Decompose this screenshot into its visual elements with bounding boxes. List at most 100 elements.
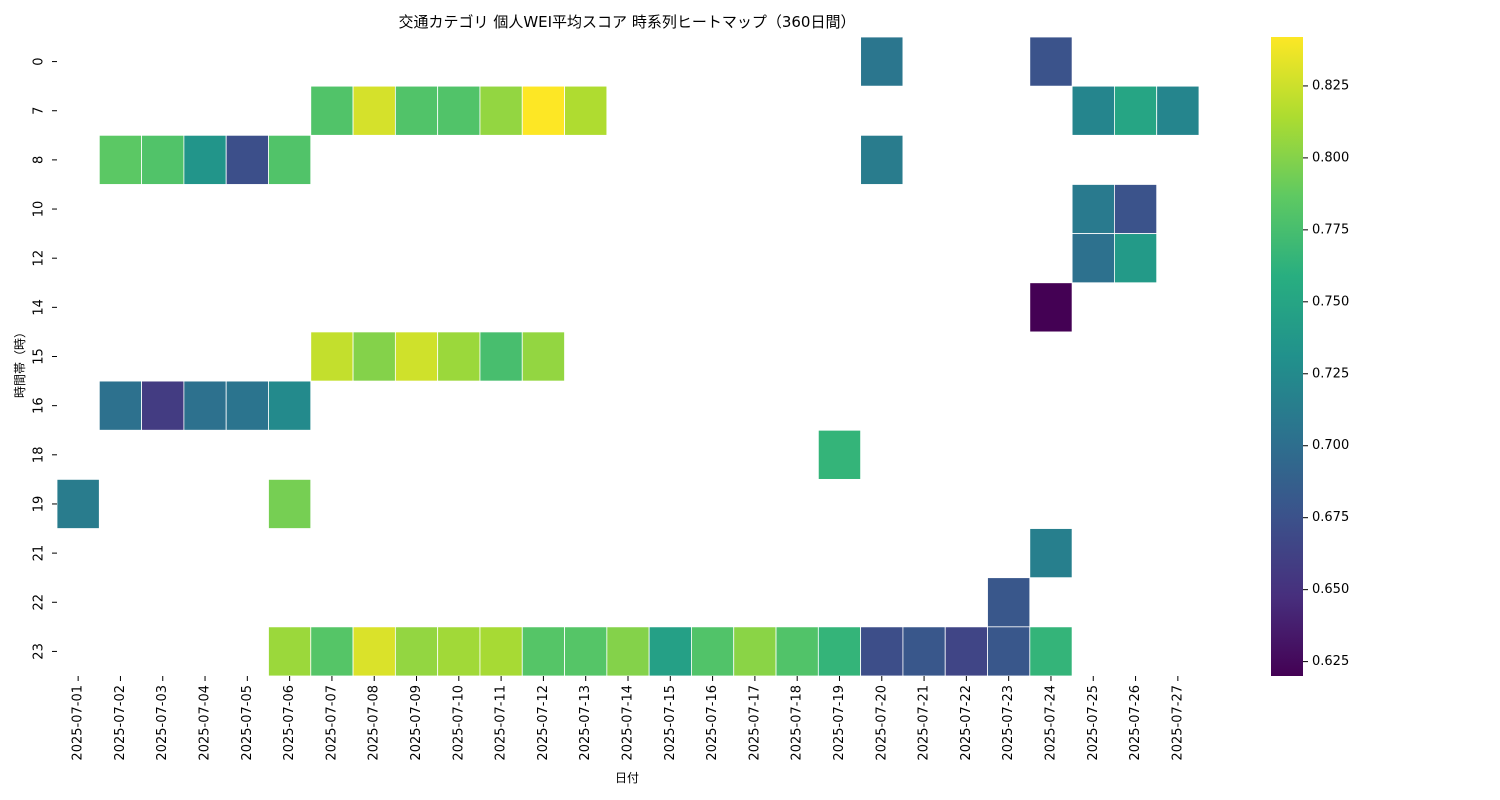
heatmap-cell xyxy=(437,626,481,677)
y-tick-label: 19 xyxy=(32,496,47,513)
heatmap-cell xyxy=(944,626,988,677)
heatmap-cell xyxy=(1071,233,1115,284)
heatmap-cell xyxy=(310,626,354,677)
heatmap-cell xyxy=(817,626,862,677)
heatmap-cell xyxy=(691,626,735,677)
x-tick-label: 2025-07-04 xyxy=(198,685,213,761)
heatmap-cell xyxy=(225,380,269,431)
heatmap-cell xyxy=(479,626,523,677)
x-tick-label: 2025-07-10 xyxy=(451,685,466,761)
colorbar-tick-label: 0.750 xyxy=(1312,294,1349,309)
heatmap-cell xyxy=(987,626,1031,677)
x-tick-label: 2025-07-03 xyxy=(155,685,170,761)
heatmap-cell xyxy=(775,626,819,677)
x-axis-label: 日付 xyxy=(615,771,639,785)
x-tick-label: 2025-07-26 xyxy=(1128,685,1143,761)
heatmap-cell xyxy=(479,331,523,382)
x-axis-ticks: 2025-07-01 2025-07-02 2025-07-03 2025-07-04… xyxy=(71,676,1185,761)
y-tick-label: 14 xyxy=(32,299,47,316)
x-tick-label: 2025-07-27 xyxy=(1170,685,1185,761)
heatmap-cell xyxy=(394,85,439,136)
heatmap-cell xyxy=(183,380,227,431)
y-tick-label: 0 xyxy=(32,57,47,65)
heatmap-cell xyxy=(521,331,565,382)
x-tick-label: 2025-07-20 xyxy=(874,685,889,761)
heatmap-cell xyxy=(564,85,608,136)
heatmap-cell xyxy=(1029,626,1073,677)
heatmap-cell xyxy=(310,331,354,382)
heatmap-cell xyxy=(817,429,862,480)
colorbar-tick-label: 0.650 xyxy=(1312,582,1349,597)
x-tick-label: 2025-07-15 xyxy=(663,685,678,761)
heatmap-cell xyxy=(98,134,142,185)
heatmap-cell xyxy=(1114,85,1158,136)
heatmap-cells xyxy=(56,36,1200,677)
heatmap-cell xyxy=(352,331,396,382)
y-tick-label: 10 xyxy=(32,201,47,218)
colorbar-ticks: 0.625 0.650 0.675 0.700 0.725 0.750 0.775 0.800… xyxy=(1303,78,1349,669)
x-tick-label: 2025-07-14 xyxy=(621,685,636,761)
heatmap-cell xyxy=(648,626,692,677)
heatmap-cell xyxy=(56,478,100,529)
x-tick-label: 2025-07-22 xyxy=(959,685,974,761)
heatmap-cell xyxy=(1029,528,1073,579)
heatmap-cell xyxy=(141,134,185,185)
x-tick-label: 2025-07-25 xyxy=(1086,685,1101,761)
colorbar-tick-label: 0.675 xyxy=(1312,510,1349,525)
colorbar xyxy=(1271,37,1303,676)
heatmap-cell xyxy=(1156,85,1200,136)
heatmap-cell xyxy=(268,380,312,431)
heatmap-cell xyxy=(1071,85,1115,136)
x-tick-label: 2025-07-02 xyxy=(113,685,128,761)
x-tick-label: 2025-07-24 xyxy=(1043,685,1058,761)
x-tick-label: 2025-07-21 xyxy=(917,685,932,761)
colorbar-tick-label: 0.825 xyxy=(1312,78,1349,93)
heatmap-cell xyxy=(394,331,439,382)
heatmap-cell xyxy=(860,134,904,185)
x-tick-label: 2025-07-18 xyxy=(790,685,805,761)
y-tick-label: 22 xyxy=(32,594,47,611)
y-tick-label: 12 xyxy=(32,250,47,267)
heatmap-cell xyxy=(394,626,439,677)
x-tick-label: 2025-07-19 xyxy=(832,685,847,761)
x-tick-label: 2025-07-07 xyxy=(324,685,339,761)
heatmap-cell xyxy=(1114,184,1158,235)
colorbar-tick-label: 0.625 xyxy=(1312,654,1349,669)
heatmap-cell xyxy=(860,36,904,87)
x-tick-label: 2025-07-23 xyxy=(1001,685,1016,761)
heatmap-cell xyxy=(268,626,312,677)
heatmap-cell xyxy=(352,85,396,136)
x-tick-label: 2025-07-17 xyxy=(747,685,762,761)
y-axis-ticks: 0 7 8 10 12 14 15 16 18 19 21 22 23 xyxy=(32,57,57,660)
y-tick-label: 16 xyxy=(32,397,47,414)
heatmap-cell xyxy=(1071,184,1115,235)
y-axis-label: 時間帯（時） xyxy=(13,326,27,398)
heatmap-cell xyxy=(141,380,185,431)
heatmap-cell xyxy=(521,85,565,136)
heatmap-cell xyxy=(225,134,269,185)
heatmap-cell xyxy=(1029,36,1073,87)
colorbar-tick-label: 0.700 xyxy=(1312,438,1349,453)
heatmap-cell xyxy=(1029,282,1073,333)
x-tick-label: 2025-07-12 xyxy=(536,685,551,761)
x-tick-label: 2025-07-16 xyxy=(705,685,720,761)
x-tick-label: 2025-07-09 xyxy=(409,685,424,761)
colorbar-tick-label: 0.725 xyxy=(1312,366,1349,381)
y-tick-label: 18 xyxy=(32,447,47,464)
heatmap-cell xyxy=(564,626,608,677)
heatmap-cell xyxy=(860,626,904,677)
x-tick-label: 2025-07-08 xyxy=(367,685,382,761)
heatmap-cell xyxy=(606,626,650,677)
heatmap-cell xyxy=(902,626,946,677)
y-tick-label: 23 xyxy=(32,643,47,660)
x-tick-label: 2025-07-05 xyxy=(240,685,255,761)
x-tick-label: 2025-07-13 xyxy=(578,685,593,761)
heatmap-cell xyxy=(521,626,565,677)
chart-title: 交通カテゴリ 個人WEI平均スコア 時系列ヒートマップ（360日間） xyxy=(399,13,856,31)
heatmap-cell xyxy=(733,626,777,677)
y-tick-label: 8 xyxy=(32,156,47,164)
y-tick-label: 21 xyxy=(32,545,47,562)
heatmap-cell xyxy=(268,478,312,529)
heatmap-cell xyxy=(987,577,1031,628)
